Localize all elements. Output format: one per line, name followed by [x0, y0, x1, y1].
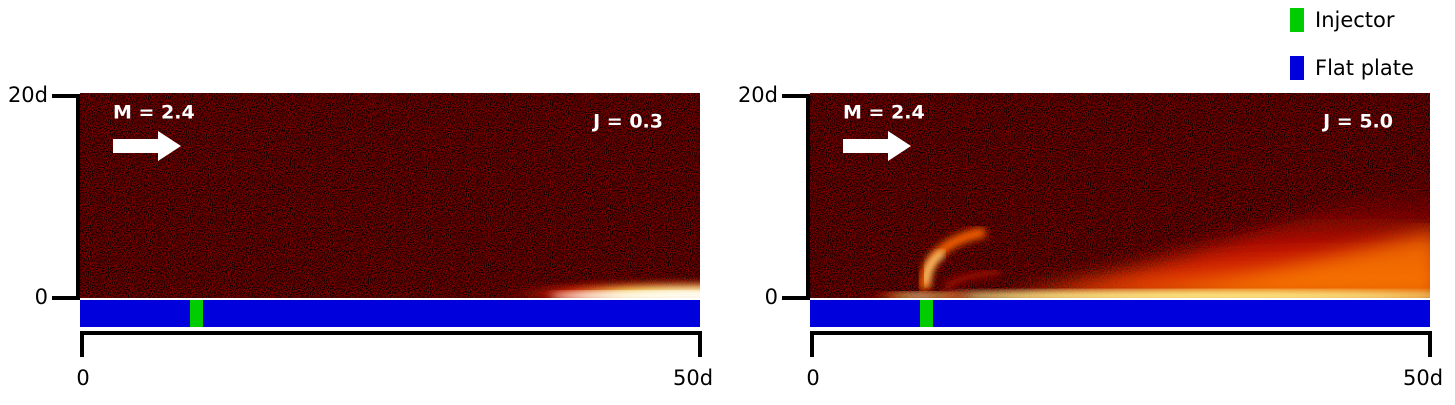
- y-tick-label: 20d: [738, 83, 778, 107]
- x-tick-label: 50d: [673, 366, 713, 390]
- flow-image: [810, 93, 1430, 298]
- panel: 0 20d 0 50d M = 2.4 J = 5.0: [738, 83, 1443, 390]
- flow-arrow: [843, 131, 911, 161]
- flat-plate: [810, 300, 1430, 327]
- legend-swatch: [1290, 56, 1304, 80]
- x-tick-label: 50d: [1403, 366, 1443, 390]
- injector: [190, 300, 203, 327]
- y-tick-label: 0: [765, 285, 778, 309]
- injector: [920, 300, 933, 327]
- y-tick-label: 20d: [8, 83, 48, 107]
- ratio-label: J = 5.0: [1321, 111, 1393, 133]
- mach-label: M = 2.4: [113, 102, 195, 124]
- flow-arrow: [113, 131, 181, 161]
- panel: 0 20d 0 50d M = 2.4 J = 0.3: [8, 83, 713, 390]
- legend-label: Injector: [1315, 8, 1395, 32]
- legend-swatch: [1290, 8, 1304, 32]
- x-tick-label: 0: [76, 366, 89, 390]
- mach-label: M = 2.4: [843, 102, 925, 124]
- y-tick-label: 0: [35, 285, 48, 309]
- flow-image: [80, 93, 700, 298]
- ratio-label: J = 0.3: [591, 111, 663, 133]
- legend-label: Flat plate: [1315, 56, 1414, 80]
- flat-plate: [80, 300, 700, 327]
- x-tick-label: 0: [806, 366, 819, 390]
